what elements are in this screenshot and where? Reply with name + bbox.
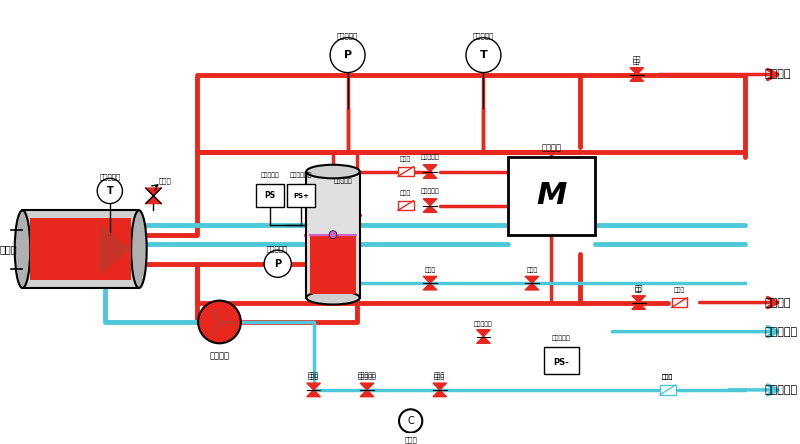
Text: 冷却水入口: 冷却水入口 xyxy=(765,385,798,395)
Polygon shape xyxy=(433,383,446,390)
Bar xyxy=(30,218,131,280)
Polygon shape xyxy=(433,390,446,396)
Bar xyxy=(508,157,595,234)
Polygon shape xyxy=(360,390,374,396)
Circle shape xyxy=(98,178,122,203)
Text: 超压压限制器: 超压压限制器 xyxy=(290,173,312,178)
Text: 球阀: 球阀 xyxy=(635,287,642,293)
Polygon shape xyxy=(146,188,162,196)
Text: 加热器: 加热器 xyxy=(0,244,18,254)
Text: P: P xyxy=(274,259,282,269)
Polygon shape xyxy=(423,199,437,206)
Text: PS-: PS- xyxy=(553,358,569,367)
Text: 热交换器: 热交换器 xyxy=(542,143,562,152)
Bar xyxy=(544,347,578,374)
Text: 循环泵浦: 循环泵浦 xyxy=(210,351,230,360)
Text: 反力显示器: 反力显示器 xyxy=(337,33,358,40)
Text: T: T xyxy=(106,186,113,196)
Text: 单向阀: 单向阀 xyxy=(308,373,319,378)
Polygon shape xyxy=(630,75,643,81)
Ellipse shape xyxy=(306,165,360,178)
Text: 高压限制器: 高压限制器 xyxy=(261,173,279,178)
Text: 低压限制器: 低压限制器 xyxy=(552,336,570,341)
Polygon shape xyxy=(525,276,538,283)
Circle shape xyxy=(329,231,337,238)
Polygon shape xyxy=(423,171,437,178)
Text: 过滤器: 过滤器 xyxy=(662,375,674,380)
Polygon shape xyxy=(423,206,437,212)
Text: 温度传感器: 温度传感器 xyxy=(473,33,494,40)
Circle shape xyxy=(198,301,241,343)
Polygon shape xyxy=(307,383,321,390)
Circle shape xyxy=(399,409,422,432)
Bar xyxy=(398,201,414,210)
Circle shape xyxy=(264,250,291,278)
Text: 单向阀: 单向阀 xyxy=(434,373,446,378)
Polygon shape xyxy=(477,337,490,343)
Text: PS: PS xyxy=(264,191,275,200)
Text: 过滤器: 过滤器 xyxy=(674,287,685,293)
Polygon shape xyxy=(477,330,490,337)
Bar xyxy=(398,166,414,176)
Bar xyxy=(287,184,314,207)
Polygon shape xyxy=(632,302,646,309)
Text: 热媒回口: 热媒回口 xyxy=(765,297,791,308)
Polygon shape xyxy=(100,225,130,274)
Polygon shape xyxy=(146,196,162,203)
Text: 压力显示器: 压力显示器 xyxy=(267,245,288,252)
Polygon shape xyxy=(525,283,538,290)
Ellipse shape xyxy=(306,291,360,305)
Polygon shape xyxy=(423,283,437,290)
Polygon shape xyxy=(423,165,437,171)
Text: 单向阀: 单向阀 xyxy=(526,268,538,274)
Bar xyxy=(256,184,283,207)
Text: 灌压电磁阀: 灌压电磁阀 xyxy=(421,188,439,194)
Circle shape xyxy=(330,38,365,72)
Polygon shape xyxy=(630,67,643,75)
Circle shape xyxy=(466,38,501,72)
Bar xyxy=(306,171,360,297)
Ellipse shape xyxy=(131,210,146,288)
Text: PS+: PS+ xyxy=(293,193,309,199)
Text: 球阀: 球阀 xyxy=(633,55,641,62)
Polygon shape xyxy=(360,383,374,390)
Ellipse shape xyxy=(14,210,30,288)
Text: 超温控制器: 超温控制器 xyxy=(99,174,121,180)
Text: C: C xyxy=(407,416,414,426)
Text: 球阀: 球阀 xyxy=(634,284,643,291)
Text: 过滤器: 过滤器 xyxy=(662,375,674,380)
Text: 泄压阀: 泄压阀 xyxy=(158,178,171,184)
Bar xyxy=(672,297,687,307)
Text: T: T xyxy=(479,50,487,60)
Text: 过滤器: 过滤器 xyxy=(400,190,411,196)
Text: 冷却电磁阀: 冷却电磁阀 xyxy=(474,321,493,327)
Text: 球阀: 球阀 xyxy=(633,59,641,65)
Text: 过滤器: 过滤器 xyxy=(400,156,411,162)
Text: 液位控制器: 液位控制器 xyxy=(334,178,352,184)
Text: 加压泵: 加压泵 xyxy=(404,436,417,443)
Polygon shape xyxy=(632,296,646,302)
Bar xyxy=(660,385,675,395)
Text: 冷却水出口: 冷却水出口 xyxy=(765,327,798,337)
Text: 补水电磁阀: 补水电磁阀 xyxy=(358,375,376,380)
Text: 热媒出口: 热媒出口 xyxy=(765,70,791,79)
Text: 补水电磁阀: 补水电磁阀 xyxy=(358,373,376,378)
Text: 排气电磁阀: 排气电磁阀 xyxy=(421,155,439,160)
Bar xyxy=(310,234,356,294)
Bar xyxy=(22,210,139,288)
Text: 单向阀: 单向阀 xyxy=(425,268,436,274)
Polygon shape xyxy=(423,276,437,283)
Text: 单向阀: 单向阀 xyxy=(434,375,446,380)
Polygon shape xyxy=(307,390,321,396)
Text: 单向阀: 单向阀 xyxy=(308,375,319,380)
Text: M: M xyxy=(536,181,566,210)
Text: P: P xyxy=(343,50,352,60)
